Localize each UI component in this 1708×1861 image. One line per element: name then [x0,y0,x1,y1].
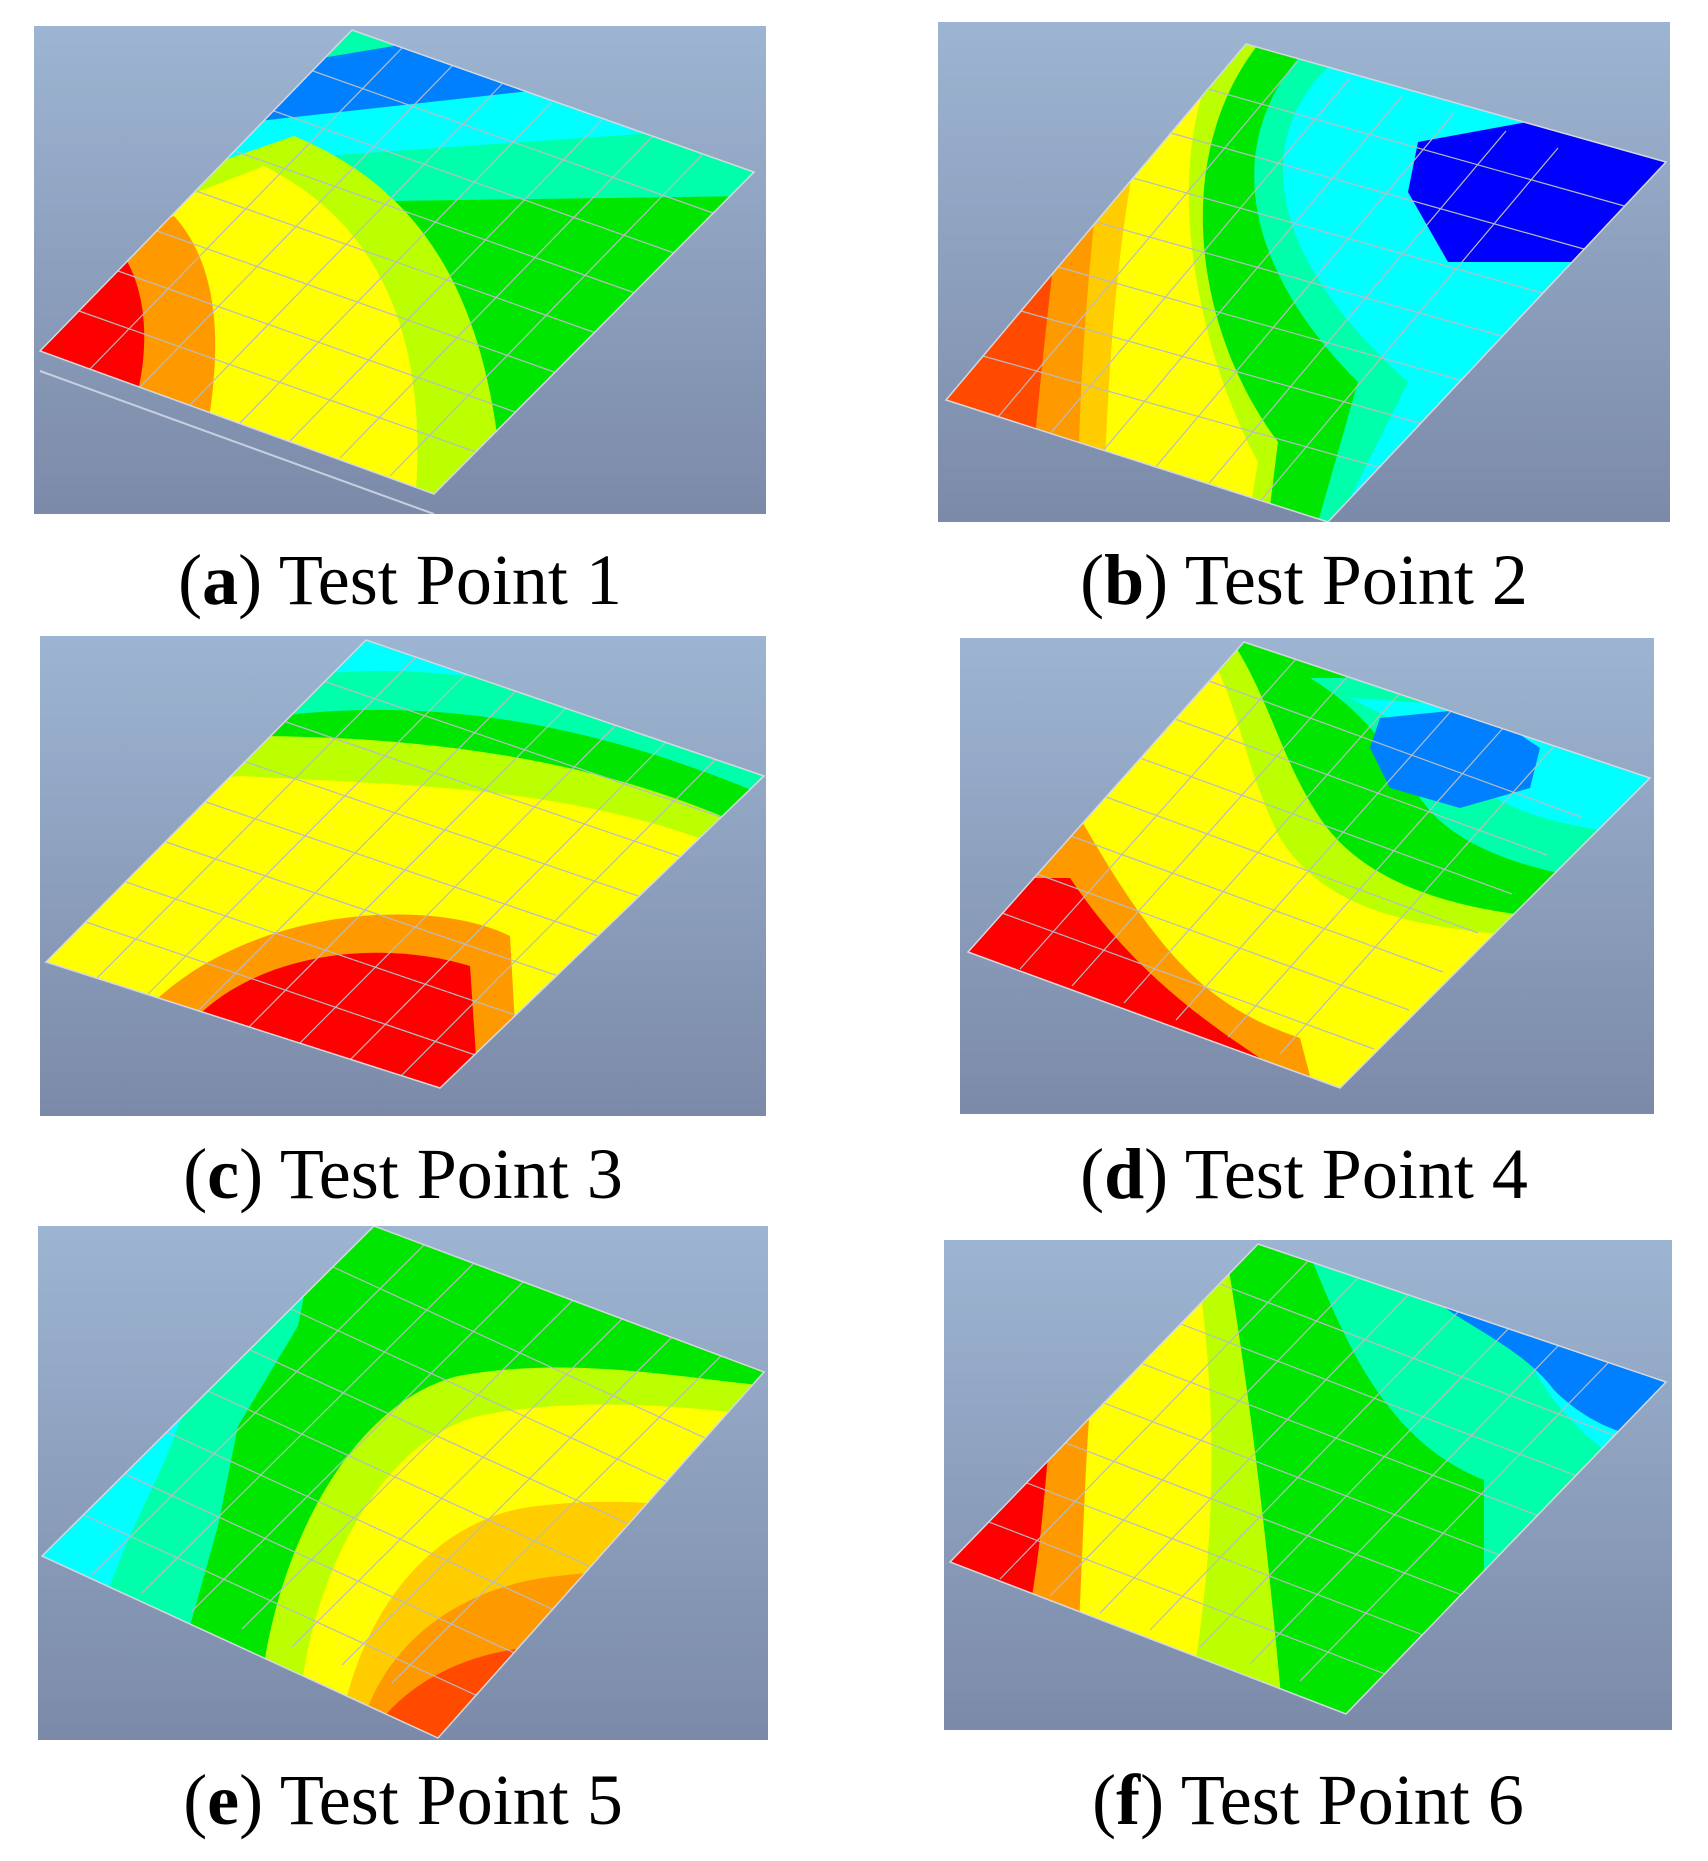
panel-label: Test Point 3 [279,1134,623,1214]
panel-letter: c [207,1134,240,1214]
panel-c [40,636,766,1116]
panel-letter: f [1116,1760,1141,1840]
base-grid-outline [39,370,435,514]
contour-plot-b [938,22,1670,522]
panel-f [944,1240,1672,1730]
panel-b [938,22,1670,522]
caption-f: (f) Test Point 6 [1092,1760,1524,1840]
panel-label: Test Point 1 [278,540,622,620]
panel-label: Test Point 6 [1180,1760,1524,1840]
panel-e [38,1226,768,1740]
caption-b: (b) Test Point 2 [1080,540,1528,620]
panel-letter: d [1104,1134,1145,1214]
panel-label: Test Point 5 [279,1760,623,1840]
mesh-grid [78,47,714,477]
panel-d [960,638,1654,1114]
panel-label: Test Point 2 [1184,540,1528,620]
panel-letter: e [207,1760,240,1840]
contour-plot-c [40,636,766,1116]
panel-label: Test Point 4 [1184,1134,1528,1214]
contour-plot-f [944,1240,1672,1730]
caption-e: (e) Test Point 5 [183,1760,623,1840]
panel-letter: a [202,540,239,620]
contour-plot-a [34,26,766,514]
caption-d: (d) Test Point 4 [1080,1134,1528,1214]
contour-plot-d [960,638,1654,1114]
panel-letter: b [1104,540,1145,620]
caption-a: (a) Test Point 1 [178,540,622,620]
contour-plot-e [38,1226,768,1740]
panel-a [34,26,766,514]
caption-c: (c) Test Point 3 [183,1134,623,1214]
